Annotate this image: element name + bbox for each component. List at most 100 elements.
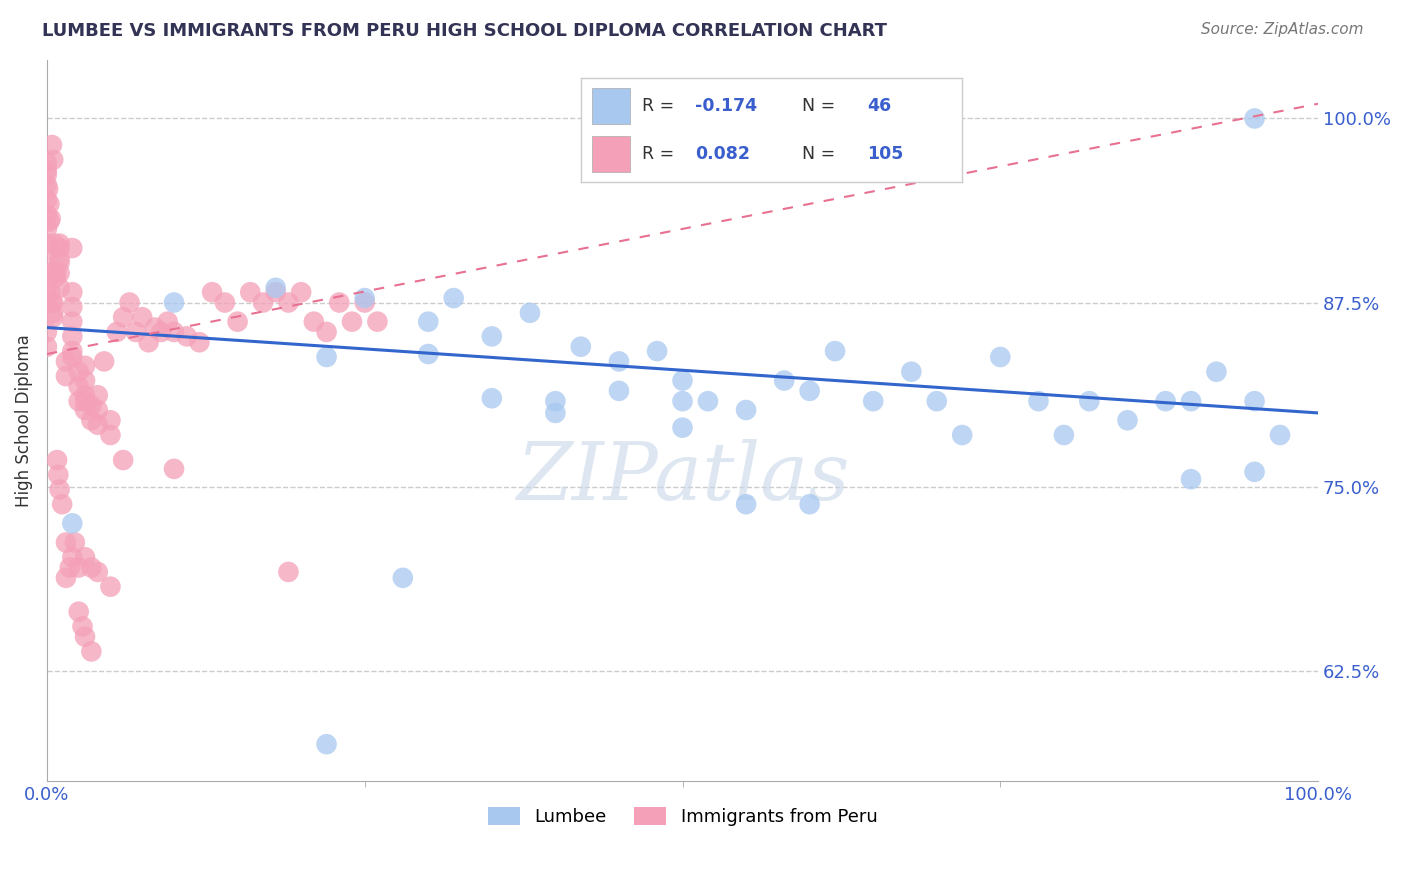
Text: LUMBEE VS IMMIGRANTS FROM PERU HIGH SCHOOL DIPLOMA CORRELATION CHART: LUMBEE VS IMMIGRANTS FROM PERU HIGH SCHO… — [42, 22, 887, 40]
Point — [39, 285, 62, 300]
Point — [418, 347, 440, 361]
Point — [73, 630, 96, 644]
Point — [60, 315, 83, 329]
Point — [697, 394, 720, 409]
Point — [315, 350, 337, 364]
Point — [59, 560, 82, 574]
Point — [72, 619, 94, 633]
Point — [60, 300, 83, 314]
Point — [42, 153, 65, 167]
Point — [46, 467, 69, 482]
Point — [264, 285, 287, 300]
Point — [80, 399, 103, 413]
Text: Source: ZipAtlas.com: Source: ZipAtlas.com — [1201, 22, 1364, 37]
Point — [735, 497, 758, 511]
Point — [340, 315, 363, 329]
Point — [569, 340, 592, 354]
Point — [645, 344, 668, 359]
Point — [239, 285, 262, 300]
Point — [1180, 472, 1202, 486]
Point — [671, 394, 693, 409]
Point — [67, 394, 90, 409]
Point — [35, 236, 58, 251]
Point — [988, 350, 1011, 364]
Point — [73, 374, 96, 388]
Point — [37, 182, 59, 196]
Point — [73, 550, 96, 565]
Point — [87, 388, 110, 402]
Point — [67, 379, 90, 393]
Point — [48, 266, 70, 280]
Point — [163, 325, 186, 339]
Point — [35, 155, 58, 169]
Point — [45, 270, 67, 285]
Point — [418, 315, 440, 329]
Point — [138, 335, 160, 350]
Point — [38, 197, 60, 211]
Point — [73, 394, 96, 409]
Point — [1053, 428, 1076, 442]
Point — [100, 580, 122, 594]
Point — [48, 252, 70, 266]
Point — [735, 403, 758, 417]
Point — [46, 453, 69, 467]
Point — [252, 295, 274, 310]
Point — [1205, 365, 1227, 379]
Point — [67, 605, 90, 619]
Point — [80, 560, 103, 574]
Point — [35, 340, 58, 354]
Point — [45, 266, 67, 280]
Point — [35, 281, 58, 295]
Legend: Lumbee, Immigrants from Peru: Lumbee, Immigrants from Peru — [488, 806, 877, 826]
Point — [87, 565, 110, 579]
Point — [773, 374, 796, 388]
Point — [42, 310, 65, 325]
Point — [60, 550, 83, 565]
Point — [80, 644, 103, 658]
Point — [55, 571, 77, 585]
Point — [950, 428, 973, 442]
Point — [315, 325, 337, 339]
Text: ZIPatlas: ZIPatlas — [516, 439, 849, 516]
Point — [35, 163, 58, 178]
Point — [862, 394, 884, 409]
Point — [48, 236, 70, 251]
Point — [226, 315, 249, 329]
Point — [824, 344, 846, 359]
Point — [150, 325, 173, 339]
Point — [544, 394, 567, 409]
Point — [443, 291, 465, 305]
Point — [302, 315, 325, 329]
Point — [176, 329, 198, 343]
Point — [481, 329, 503, 343]
Point — [48, 241, 70, 255]
Point — [105, 325, 128, 339]
Point — [63, 535, 86, 549]
Point — [60, 241, 83, 255]
Point — [481, 391, 503, 405]
Point — [39, 211, 62, 226]
Point — [353, 295, 375, 310]
Point — [67, 560, 90, 574]
Point — [51, 497, 73, 511]
Point — [35, 325, 58, 339]
Point — [100, 428, 122, 442]
Point — [1154, 394, 1177, 409]
Point — [48, 281, 70, 295]
Point — [55, 354, 77, 368]
Point — [38, 214, 60, 228]
Point — [544, 406, 567, 420]
Point — [671, 420, 693, 434]
Point — [277, 295, 299, 310]
Point — [41, 295, 63, 310]
Point — [80, 413, 103, 427]
Point — [100, 413, 122, 427]
Point — [315, 737, 337, 751]
Point — [1116, 413, 1139, 427]
Point — [156, 315, 179, 329]
Point — [799, 384, 821, 398]
Point — [799, 497, 821, 511]
Point — [93, 354, 115, 368]
Point — [1243, 394, 1265, 409]
Point — [35, 168, 58, 182]
